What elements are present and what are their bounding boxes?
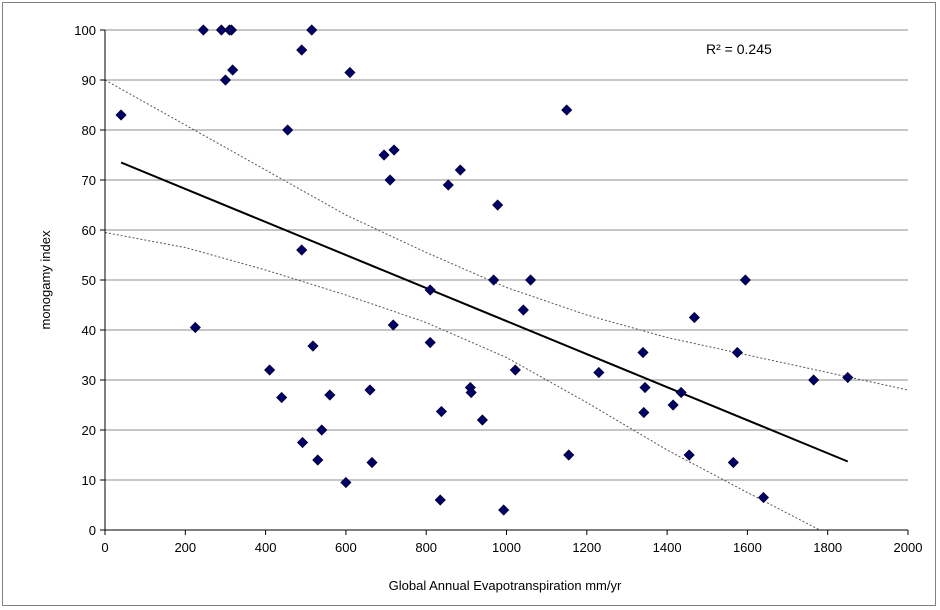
data-point: [842, 371, 854, 384]
x-tick-label: 400: [255, 540, 277, 555]
confidence-band-lines: [104, 79, 909, 531]
data-point: [378, 149, 390, 161]
data-point: [215, 24, 228, 36]
data-point: [282, 124, 294, 136]
data-point: [316, 424, 328, 436]
data-point: [675, 386, 687, 399]
data-point: [563, 449, 575, 461]
data-point: [388, 144, 400, 156]
data-point: [442, 179, 454, 191]
data-point: [296, 436, 309, 449]
data-point: [688, 311, 700, 324]
y-tick-label: 70: [82, 173, 96, 188]
data-point: [561, 104, 573, 116]
data-point: [683, 449, 695, 461]
data-point: [424, 336, 436, 349]
data-point: [364, 384, 376, 396]
data-point: [739, 274, 751, 286]
y-tick-label: 60: [82, 223, 96, 238]
data-point: [435, 405, 448, 418]
data-point: [197, 24, 209, 36]
data-point: [509, 364, 521, 376]
data-point: [276, 391, 288, 404]
data-point: [808, 374, 820, 386]
lower-confidence-line: [104, 232, 820, 531]
x-tick-label: 1600: [733, 540, 762, 555]
data-point: [638, 406, 650, 419]
data-point: [189, 321, 201, 334]
x-tick-label: 1400: [653, 540, 682, 555]
y-tick-label: 100: [74, 23, 96, 38]
y-tick-label: 0: [89, 523, 96, 538]
data-point: [488, 274, 500, 286]
data-point: [324, 389, 336, 401]
data-point: [344, 66, 356, 79]
data-point: [306, 24, 318, 36]
data-point: [296, 244, 308, 256]
data-point: [384, 174, 396, 186]
x-tick-label: 2000: [894, 540, 923, 555]
y-tick-label: 90: [82, 73, 96, 88]
data-point: [227, 64, 239, 76]
data-point: [731, 346, 743, 359]
data-point: [264, 364, 276, 376]
data-point: [296, 44, 308, 56]
y-tick-label: 20: [82, 423, 96, 438]
x-tick-label: 800: [415, 540, 437, 555]
y-tick-label: 10: [82, 473, 96, 488]
data-point: [340, 476, 352, 489]
x-axis-label: Global Annual Evapotranspiration mm/yr: [389, 578, 622, 593]
data-point: [465, 386, 477, 399]
data-point: [312, 454, 324, 466]
data-point: [476, 414, 488, 426]
data-point: [667, 399, 679, 411]
x-tick-labels: 0 200 400 600 800 1000 1200 1400 1600 1800 2000: [101, 540, 922, 555]
y-tick-label: 50: [82, 273, 96, 288]
data-point: [517, 304, 529, 316]
trend-line-group: [120, 161, 849, 463]
data-point: [424, 284, 436, 296]
x-tick-label: 600: [335, 540, 357, 555]
upper-confidence-line: [104, 79, 909, 391]
data-point: [498, 504, 510, 516]
data-point: [387, 319, 399, 331]
trend-line: [120, 161, 849, 463]
y-tick-label: 40: [82, 323, 96, 338]
x-tick-label: 0: [101, 540, 108, 555]
data-point: [639, 381, 651, 394]
x-tick-label: 1000: [492, 540, 521, 555]
data-point: [525, 274, 537, 286]
data-points: [115, 24, 854, 516]
data-point: [492, 199, 504, 211]
data-point: [757, 491, 770, 504]
data-point: [727, 456, 739, 469]
data-point: [434, 494, 446, 506]
data-point: [593, 366, 605, 379]
data-point: [115, 109, 127, 121]
y-tick-label: 30: [82, 373, 96, 388]
x-tick-label: 1200: [572, 540, 601, 555]
data-point: [307, 340, 319, 352]
data-point: [366, 456, 378, 469]
data-point: [454, 164, 466, 176]
y-tick-label: 80: [82, 123, 96, 138]
y-axis-label: monogamy index: [38, 230, 53, 329]
x-tick-label: 200: [174, 540, 196, 555]
data-point: [637, 346, 649, 359]
y-tick-labels: 0 10 20 30 40 50 60 70 80 90 100: [74, 23, 96, 538]
data-point: [225, 24, 238, 36]
x-tick-label: 1800: [813, 540, 842, 555]
r-squared-annotation: R² = 0.245: [706, 41, 772, 57]
gridlines: [105, 29, 908, 481]
axes: [100, 29, 909, 535]
data-point: [219, 74, 232, 86]
